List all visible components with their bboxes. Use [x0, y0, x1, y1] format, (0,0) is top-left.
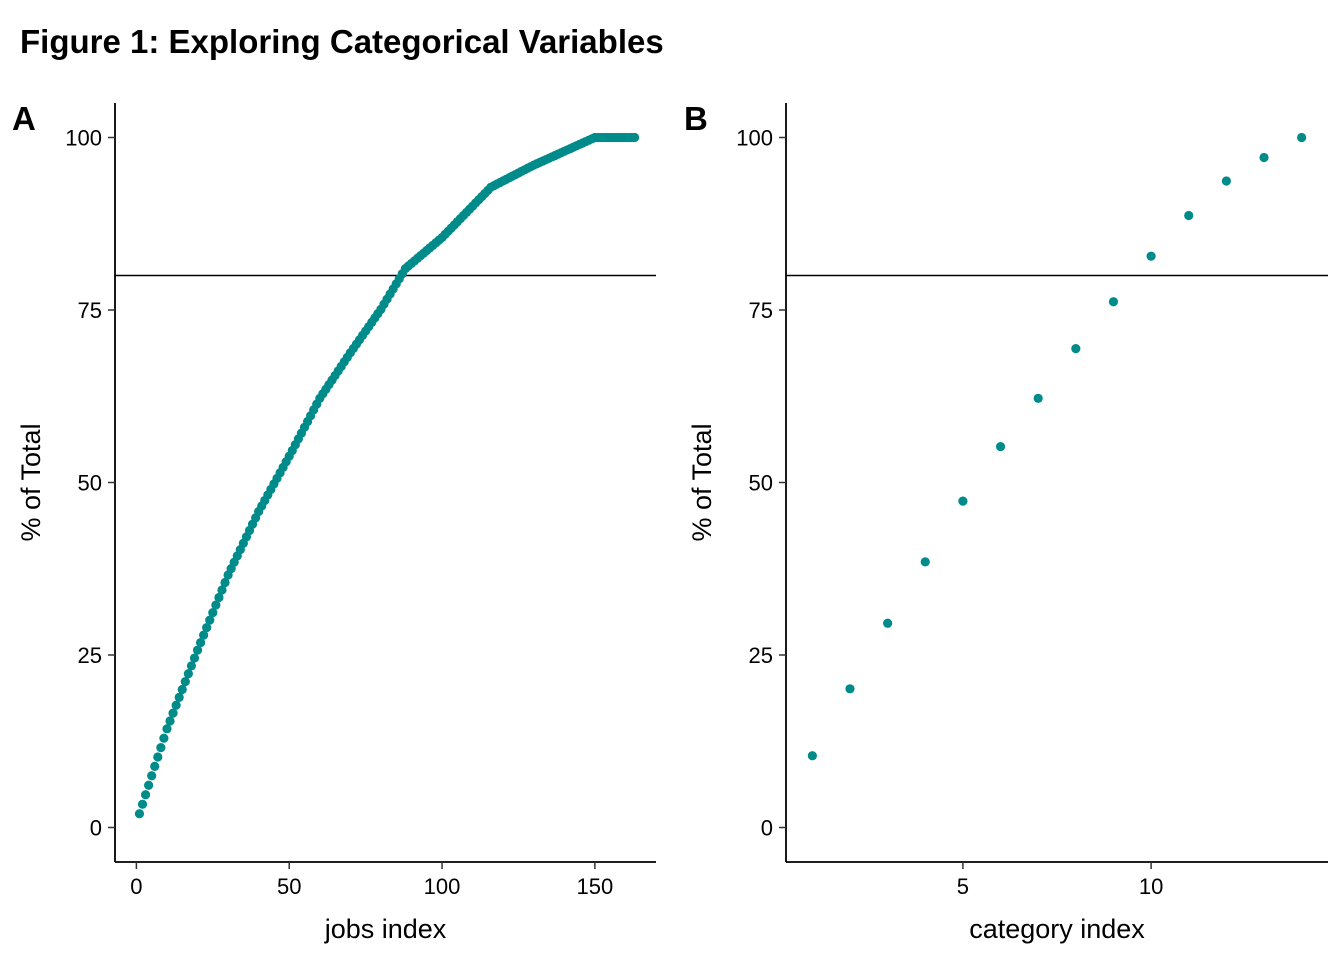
x-tick-label: 150 — [577, 874, 614, 899]
data-point — [1146, 251, 1156, 261]
y-tick-label: 75 — [78, 298, 102, 323]
x-axis-title: jobs index — [324, 914, 447, 944]
y-tick-label: 100 — [65, 126, 102, 151]
data-point — [177, 684, 187, 695]
data-point — [186, 661, 197, 671]
data-point — [189, 653, 200, 663]
data-point — [1033, 393, 1043, 403]
y-tick-label: 100 — [736, 126, 773, 151]
data-point — [144, 780, 154, 790]
data-point — [168, 708, 178, 718]
data-point — [165, 716, 175, 726]
data-point — [217, 585, 227, 595]
data-point — [159, 733, 169, 743]
data-point — [1108, 297, 1119, 307]
y-tick-label: 75 — [749, 298, 773, 323]
y-tick-label: 0 — [761, 816, 773, 841]
y-tick-label: 50 — [749, 471, 773, 496]
data-point — [180, 677, 190, 687]
data-point — [162, 724, 172, 734]
data-point — [183, 669, 193, 679]
data-point — [630, 132, 640, 143]
data-point — [214, 592, 224, 603]
x-tick-label: 50 — [277, 874, 301, 899]
y-tick-label: 25 — [78, 643, 102, 668]
data-point — [195, 638, 206, 648]
panel-b: 0 25 50 75 100 5 10 category index % of Total B — [684, 100, 1328, 944]
data-point — [147, 771, 157, 781]
data-point — [134, 809, 145, 819]
data-point — [205, 615, 215, 625]
y-tick-label: 25 — [749, 643, 773, 668]
data-point — [1184, 210, 1194, 221]
data-point — [174, 692, 184, 702]
x-tick-label: 10 — [1139, 874, 1163, 899]
data-point — [150, 761, 160, 771]
data-points — [807, 132, 1307, 761]
x-tick-label: 0 — [130, 874, 142, 899]
data-point — [208, 607, 218, 618]
data-point — [995, 442, 1006, 452]
data-point — [156, 743, 166, 753]
data-point — [807, 751, 817, 761]
data-point — [137, 799, 148, 809]
data-point — [199, 630, 209, 640]
data-point — [211, 600, 221, 610]
data-point — [220, 577, 230, 588]
y-axis-title: % of Total — [687, 423, 717, 541]
y-tick-label: 50 — [78, 471, 102, 496]
data-point — [1071, 344, 1081, 354]
data-point — [192, 645, 203, 655]
data-point — [958, 496, 968, 506]
data-point — [1297, 132, 1307, 143]
x-axis-title: category index — [969, 914, 1145, 944]
data-point — [153, 752, 163, 762]
data-point — [1221, 176, 1231, 186]
x-tick-label: 100 — [424, 874, 461, 899]
data-point — [845, 684, 855, 694]
data-point — [171, 700, 181, 710]
data-point — [920, 557, 930, 567]
panel-label: B — [684, 100, 708, 137]
data-point — [1259, 152, 1269, 163]
x-tick-label: 5 — [957, 874, 969, 899]
data-point — [883, 618, 893, 628]
panel-label: A — [12, 100, 36, 137]
data-points — [134, 132, 640, 819]
panel-a: 0 25 50 75 100 0 50 100 150 jobs index % of Total A — [12, 100, 656, 944]
data-point — [202, 623, 212, 633]
data-point — [140, 790, 151, 800]
y-axis-title: % of Total — [16, 423, 46, 541]
y-tick-label: 0 — [90, 816, 102, 841]
figure-title: Figure 1: Exploring Categorical Variable… — [20, 23, 664, 60]
